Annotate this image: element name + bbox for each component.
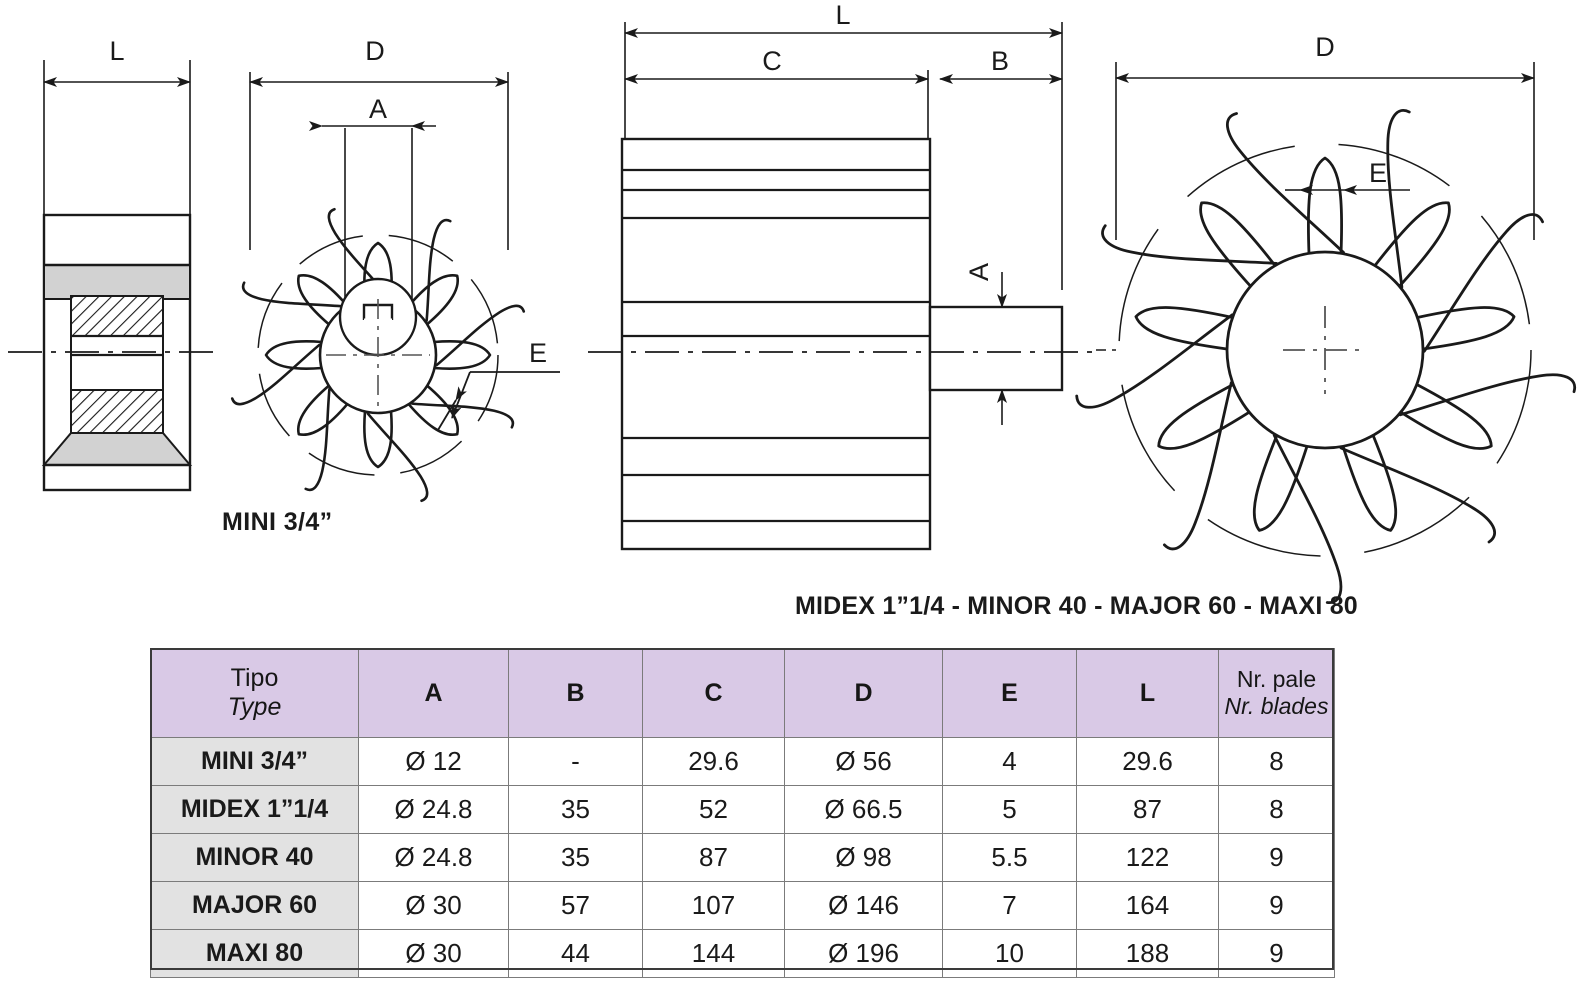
dim-label-E-large: E xyxy=(1369,158,1387,188)
large-impeller-face-view: D xyxy=(1075,32,1577,604)
cell-d: Ø 56 xyxy=(784,737,943,786)
large-blade-group xyxy=(1075,109,1577,604)
cell-l: 87 xyxy=(1076,785,1219,834)
column-header-e: E xyxy=(942,648,1077,738)
cross-section-view: L xyxy=(8,36,218,492)
cell-l: 29.6 xyxy=(1076,737,1219,786)
cell-blades: 9 xyxy=(1218,929,1335,978)
cell-d: Ø 98 xyxy=(784,833,943,882)
cell-type: MAJOR 60 xyxy=(150,881,359,930)
leader-arrow-E-mini-2 xyxy=(437,386,467,431)
side-shaft-stub xyxy=(928,305,1064,392)
cell-b: 57 xyxy=(508,881,643,930)
dim-label-E-mini: E xyxy=(529,338,547,368)
mini-blade-group xyxy=(230,207,526,503)
cell-blades: 9 xyxy=(1218,881,1335,930)
column-header-c: C xyxy=(642,648,785,738)
table-row: MAJOR 60 Ø 30 57 107 Ø 146 7 164 9 xyxy=(150,881,1335,930)
technical-drawing-canvas: L xyxy=(8,0,1577,604)
table-row: MAXI 80 Ø 30 44 144 Ø 196 10 188 9 xyxy=(150,929,1335,978)
cell-type: MAXI 80 xyxy=(150,929,359,978)
side-profile-view: L C B A xyxy=(588,0,1098,551)
side-body-outline xyxy=(620,137,932,551)
table-row: MINOR 40 Ø 24.8 35 87 Ø 98 5.5 122 9 xyxy=(150,833,1335,882)
table-header-row: Tipo Type A B C D E L Nr. pale Nr. blade… xyxy=(150,648,1335,738)
cell-e: 10 xyxy=(942,929,1077,978)
dim-label-D-large: D xyxy=(1315,32,1335,62)
cell-e: 4 xyxy=(942,737,1077,786)
cell-b: 35 xyxy=(508,785,643,834)
mini-impeller-face-view: D A xyxy=(230,36,560,503)
dim-label-L-side: L xyxy=(835,0,850,30)
cell-l: 164 xyxy=(1076,881,1219,930)
impeller-specification-table: Tipo Type A B C D E L Nr. pale Nr. blade… xyxy=(150,648,1335,978)
column-header-l: L xyxy=(1076,648,1219,738)
cell-e: 7 xyxy=(942,881,1077,930)
cell-d: Ø 66.5 xyxy=(784,785,943,834)
cell-c: 144 xyxy=(642,929,785,978)
cell-a: Ø 12 xyxy=(358,737,509,786)
dim-label-A-mini: A xyxy=(369,94,387,124)
large-outer-reference-circle xyxy=(1118,143,1532,557)
cell-c: 52 xyxy=(642,785,785,834)
column-header-type: Tipo Type xyxy=(150,648,359,738)
section-hatch-top xyxy=(70,295,164,337)
dim-label-L-left: L xyxy=(109,36,124,66)
cell-l: 122 xyxy=(1076,833,1219,882)
dim-label-C: C xyxy=(762,46,782,76)
cell-blades: 9 xyxy=(1218,833,1335,882)
cell-e: 5.5 xyxy=(942,833,1077,882)
cell-type: MINOR 40 xyxy=(150,833,359,882)
cell-c: 87 xyxy=(642,833,785,882)
column-header-blades: Nr. pale Nr. blades xyxy=(1218,648,1335,738)
column-header-type-en: Type xyxy=(227,693,282,721)
column-header-d: D xyxy=(784,648,943,738)
cell-b: 44 xyxy=(508,929,643,978)
column-header-b: B xyxy=(508,648,643,738)
cell-d: Ø 146 xyxy=(784,881,943,930)
column-header-blades-en: Nr. blades xyxy=(1224,693,1329,719)
column-header-a: A xyxy=(358,648,509,738)
column-header-type-it: Tipo xyxy=(230,663,279,692)
dim-label-D-mini: D xyxy=(365,36,385,66)
mini-outer-reference-circle xyxy=(257,234,499,476)
cell-c: 29.6 xyxy=(642,737,785,786)
dim-label-A-side: A xyxy=(964,263,994,281)
cell-blades: 8 xyxy=(1218,737,1335,786)
cell-type: MIDEX 1”1/4 xyxy=(150,785,359,834)
cell-a: Ø 24.8 xyxy=(358,833,509,882)
column-header-blades-it: Nr. pale xyxy=(1236,665,1317,692)
cell-a: Ø 30 xyxy=(358,929,509,978)
cell-type: MINI 3/4” xyxy=(150,737,359,786)
cell-a: Ø 24.8 xyxy=(358,785,509,834)
cell-l: 188 xyxy=(1076,929,1219,978)
leader-arrow-E-mini-1 xyxy=(451,371,471,419)
table-row: MIDEX 1”1/4 Ø 24.8 35 52 Ø 66.5 5 87 8 xyxy=(150,785,1335,834)
cell-b: - xyxy=(508,737,643,786)
cell-c: 107 xyxy=(642,881,785,930)
cell-e: 5 xyxy=(942,785,1077,834)
group-view-caption: MIDEX 1”1/4 - MINOR 40 - MAJOR 60 - MAXI… xyxy=(795,592,1358,620)
section-hatch-bottom xyxy=(70,389,164,434)
cell-b: 35 xyxy=(508,833,643,882)
section-gray-band-bottom xyxy=(41,432,193,466)
section-gray-band-top xyxy=(43,264,191,301)
dim-label-B: B xyxy=(991,46,1009,76)
mini-view-caption: MINI 3/4” xyxy=(222,508,333,536)
cell-a: Ø 30 xyxy=(358,881,509,930)
cell-blades: 8 xyxy=(1218,785,1335,834)
table-row: MINI 3/4” Ø 12 - 29.6 Ø 56 4 29.6 8 xyxy=(150,737,1335,786)
cell-d: Ø 196 xyxy=(784,929,943,978)
